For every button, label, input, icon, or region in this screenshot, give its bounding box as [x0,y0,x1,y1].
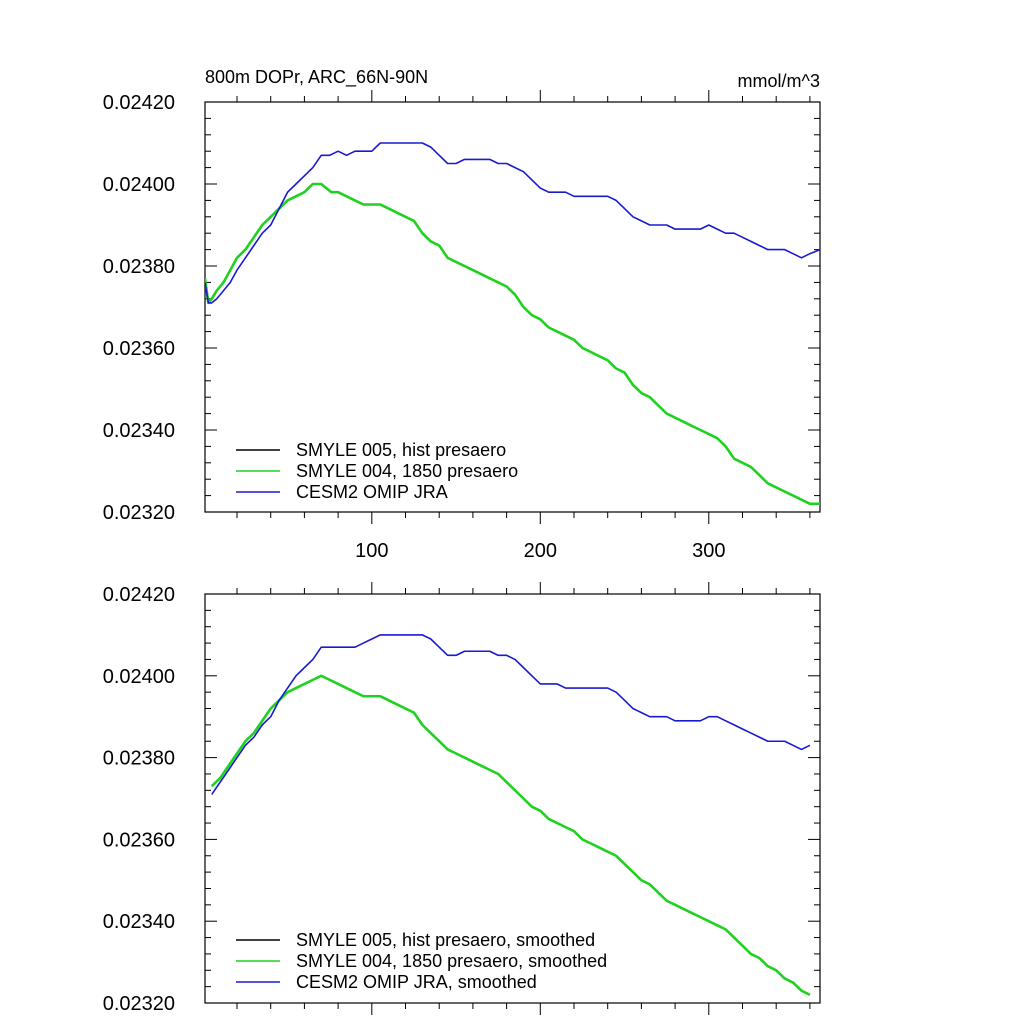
y-tick-label: 0.02340 [103,911,175,933]
x-tick-label: 200 [524,540,557,562]
y-tick-label: 0.02340 [103,420,175,442]
series-line-3 [205,142,820,304]
x-tick-label: 100 [355,540,388,562]
y-tick-label: 0.02420 [103,584,175,606]
legend-label: SMYLE 004, 1850 presaero, smoothed [296,951,607,971]
y-tick-label: 0.02360 [103,338,175,360]
figure-title: 800m DOPr, ARC_66N-90N [205,67,428,88]
legend-label: SMYLE 005, hist presaero [296,440,506,460]
y-tick-label: 0.02360 [103,829,175,851]
y-tick-label: 0.02380 [103,748,175,770]
y-tick-label: 0.02420 [103,92,175,114]
y-tick-label: 0.02320 [103,502,175,524]
legend-label: CESM2 OMIP JRA, smoothed [296,972,537,992]
figure-units: mmol/m^3 [738,71,820,91]
legend-label: CESM2 OMIP JRA [296,482,448,502]
y-tick-label: 0.02380 [103,256,175,278]
top-panel: 0.02320 0.02340 0.02360 0.02380 0.02400 0.024… [103,90,821,562]
legend-label: SMYLE 005, hist presaero, smoothed [296,930,595,950]
bottom-panel: 0.02320 0.02340 0.02360 0.02380 0.02400 0.024… [103,582,821,1015]
y-tick-label: 0.02320 [103,993,175,1015]
series-line-3 [211,634,811,795]
plot-frame [204,593,821,1004]
series-line-2 [205,183,820,505]
plot-frame [204,101,821,513]
y-tick-label: 0.02400 [103,666,175,688]
y-tick-label: 0.02400 [103,174,175,196]
series-line-2 [211,675,811,996]
legend-label: SMYLE 004, 1850 presaero [296,461,518,481]
x-tick-label: 300 [692,540,725,562]
